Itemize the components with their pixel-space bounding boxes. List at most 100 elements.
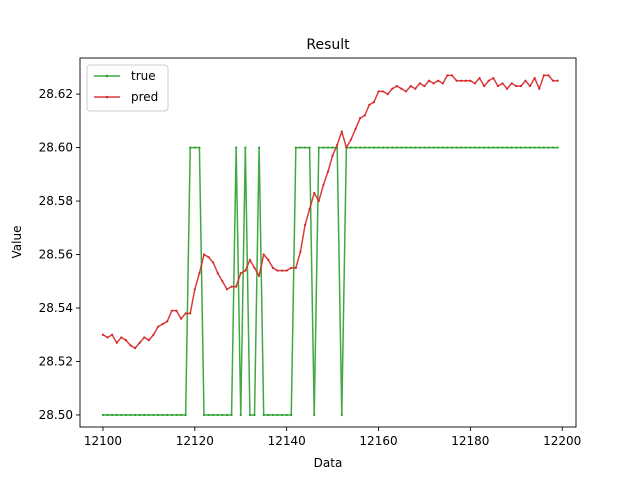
data-point-pred <box>267 258 270 261</box>
data-point-true <box>349 146 353 149</box>
data-point-pred <box>202 253 206 256</box>
data-point-true <box>404 146 408 149</box>
data-point-pred <box>372 101 376 104</box>
data-point-pred <box>455 79 458 82</box>
series-true <box>101 146 559 417</box>
data-point-pred <box>423 84 426 88</box>
data-point-pred <box>326 170 330 173</box>
data-point-pred <box>258 274 261 278</box>
data-point-true <box>432 146 435 149</box>
data-point-pred <box>359 117 362 120</box>
series-line-pred <box>102 74 558 349</box>
data-point-pred <box>331 154 334 157</box>
data-point-pred <box>556 79 559 82</box>
data-point-pred <box>363 114 366 117</box>
data-point-true <box>147 413 150 417</box>
data-point-true <box>359 146 362 149</box>
data-point-true <box>280 413 284 417</box>
data-point-true <box>515 146 518 149</box>
data-point-true <box>111 413 114 417</box>
data-point-pred <box>473 82 477 85</box>
data-point-true <box>129 413 132 417</box>
data-point-pred <box>225 288 229 291</box>
legend-box <box>86 64 169 112</box>
data-point-true <box>326 146 330 149</box>
data-point-pred <box>207 256 210 259</box>
data-point-pred <box>533 76 536 80</box>
data-point-pred <box>170 309 173 312</box>
data-point-true <box>294 146 297 149</box>
data-point-pred <box>248 258 252 261</box>
data-point-pred <box>175 309 178 312</box>
legend-entry-pred: pred <box>94 90 158 104</box>
y-tick-label: 28.52 <box>39 354 73 368</box>
data-point-true <box>253 413 256 417</box>
data-point-true <box>460 146 463 149</box>
data-point-pred <box>230 285 233 288</box>
data-point-pred <box>138 341 141 344</box>
legend-label: pred <box>131 90 158 104</box>
data-point-pred <box>340 130 343 133</box>
data-point-true <box>166 413 169 417</box>
data-point-true <box>377 146 380 149</box>
data-point-true <box>143 413 146 417</box>
data-point-true <box>372 146 376 149</box>
data-point-true <box>492 146 495 149</box>
y-tick-label: 28.62 <box>39 87 73 101</box>
data-point-true <box>290 413 293 417</box>
data-point-true <box>446 146 449 149</box>
legend-label: true <box>131 69 156 83</box>
data-point-true <box>519 146 522 149</box>
data-point-pred <box>386 93 389 96</box>
data-point-pred <box>308 207 311 211</box>
data-point-pred <box>161 322 164 326</box>
y-tick-label: 28.56 <box>39 248 73 262</box>
data-point-true <box>423 146 426 149</box>
data-point-pred <box>538 87 541 90</box>
data-point-pred <box>120 336 123 339</box>
y-axis-label: Value <box>10 226 24 259</box>
data-point-pred <box>377 90 380 93</box>
data-point-true <box>331 146 334 149</box>
legend-entry-true: true <box>94 69 156 83</box>
data-point-true <box>414 146 417 149</box>
data-point-pred <box>551 79 555 82</box>
legend-swatch-marker <box>105 74 109 78</box>
data-point-pred <box>395 84 398 88</box>
data-point-true <box>221 413 224 417</box>
data-point-true <box>469 146 472 149</box>
data-point-true <box>400 146 403 149</box>
data-point-true <box>391 146 394 149</box>
data-point-pred <box>193 288 196 291</box>
data-point-true <box>441 146 444 149</box>
data-point-true <box>138 413 141 417</box>
data-point-pred <box>239 272 242 275</box>
data-point-true <box>271 413 274 417</box>
data-point-true <box>299 146 302 149</box>
data-point-pred <box>418 82 421 85</box>
data-point-true <box>175 413 178 417</box>
data-point-true <box>156 413 160 417</box>
data-point-true <box>455 146 458 149</box>
data-point-true <box>179 413 183 417</box>
data-point-true <box>322 146 325 149</box>
data-point-true <box>501 146 504 149</box>
x-tick-label: 12140 <box>268 434 306 448</box>
data-point-pred <box>524 79 527 82</box>
data-point-true <box>386 146 389 149</box>
series-line-true <box>102 146 558 416</box>
data-point-pred <box>294 266 297 269</box>
data-point-true <box>285 413 288 417</box>
data-point-pred <box>235 285 238 288</box>
data-point-pred <box>221 280 224 283</box>
series-pred <box>101 74 559 350</box>
data-point-pred <box>391 87 394 90</box>
data-point-true <box>184 413 187 417</box>
data-point-true <box>547 146 550 149</box>
data-point-pred <box>354 127 357 130</box>
data-point-pred <box>189 312 192 315</box>
data-point-pred <box>156 325 160 328</box>
data-point-pred <box>441 82 444 85</box>
data-point-true <box>437 146 440 149</box>
